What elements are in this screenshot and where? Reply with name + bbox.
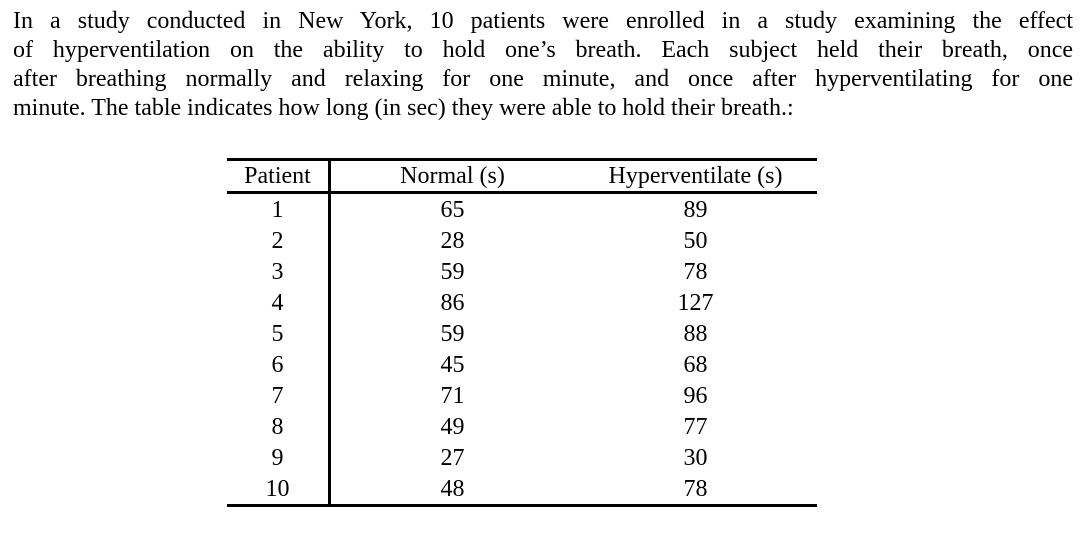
- column-header-patient: Patient: [227, 159, 331, 194]
- table-row: 8 49 77: [227, 411, 817, 442]
- hyperventilate-cell: 78: [683, 258, 708, 285]
- breath-hold-table: Patient Normal (s) Hyperventilate (s) 1 …: [227, 158, 817, 507]
- normal-cell: 28: [440, 227, 465, 254]
- normal-cell: 86: [440, 289, 465, 316]
- table-body: 1 65 89 2 28 50 3 59 78 4 86 127 5 59: [227, 192, 817, 506]
- hyperventilate-cell: 88: [683, 320, 708, 347]
- table-row: 9 27 30: [227, 442, 817, 473]
- hyperventilate-cell: 30: [683, 444, 708, 471]
- normal-cell: 59: [440, 258, 465, 285]
- patient-cell: 4: [227, 287, 331, 318]
- normal-cell: 48: [440, 475, 465, 502]
- table-header-row: Patient Normal (s) Hyperventilate (s): [227, 159, 817, 194]
- patient-cell: 1: [227, 192, 331, 225]
- paragraph-line-4: minute. The table indicates how long (in…: [13, 95, 794, 121]
- normal-cell: 59: [440, 320, 465, 347]
- paragraph-line-1: In a study conducted in New York, 10 pat…: [13, 8, 1073, 34]
- patient-cell: 6: [227, 349, 331, 380]
- hyperventilate-cell: 127: [677, 289, 714, 316]
- patient-cell: 2: [227, 225, 331, 256]
- paragraph-line-2: of hyperventilation on the ability to ho…: [13, 37, 1073, 63]
- table-row: 2 28 50: [227, 225, 817, 256]
- document-page: In a study conducted in New York, 10 pat…: [13, 0, 1073, 507]
- normal-cell: 65: [440, 196, 465, 223]
- patient-cell: 8: [227, 411, 331, 442]
- table-row: 3 59 78: [227, 256, 817, 287]
- patient-cell: 9: [227, 442, 331, 473]
- hyperventilate-cell: 89: [683, 196, 708, 223]
- column-header-normal: Normal (s): [329, 159, 574, 194]
- normal-cell: 71: [440, 382, 465, 409]
- table-row: 10 48 78: [227, 473, 817, 506]
- table-row: 6 45 68: [227, 349, 817, 380]
- normal-cell: 45: [440, 351, 465, 378]
- hyperventilate-cell: 78: [683, 475, 708, 502]
- patient-cell: 7: [227, 380, 331, 411]
- patient-cell: 3: [227, 256, 331, 287]
- hyperventilate-cell: 96: [683, 382, 708, 409]
- hyperventilate-cell: 50: [683, 227, 708, 254]
- table-header: Patient Normal (s) Hyperventilate (s): [227, 159, 817, 194]
- table-row: 1 65 89: [227, 192, 817, 225]
- normal-cell: 49: [440, 413, 465, 440]
- paragraph-line-3: after breathing normally and relaxing fo…: [13, 66, 1073, 92]
- table-row: 5 59 88: [227, 318, 817, 349]
- problem-statement: In a study conducted in New York, 10 pat…: [13, 0, 1073, 123]
- patient-cell: 10: [227, 473, 331, 506]
- table-row: 4 86 127: [227, 287, 817, 318]
- column-header-hyperventilate: Hyperventilate (s): [574, 159, 817, 194]
- hyperventilate-cell: 77: [683, 413, 708, 440]
- patient-cell: 5: [227, 318, 331, 349]
- normal-cell: 27: [440, 444, 465, 471]
- table-row: 7 71 96: [227, 380, 817, 411]
- hyperventilate-cell: 68: [683, 351, 708, 378]
